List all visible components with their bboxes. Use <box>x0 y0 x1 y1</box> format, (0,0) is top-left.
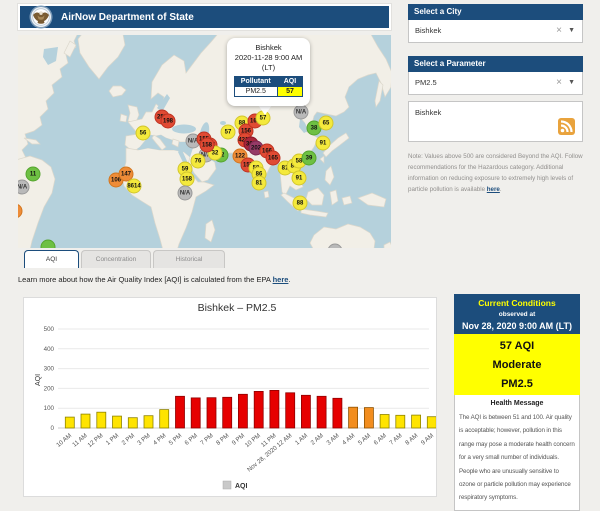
svg-text:3 AM: 3 AM <box>325 432 340 446</box>
svg-text:5 AM: 5 AM <box>357 432 372 446</box>
svg-text:500: 500 <box>44 326 55 333</box>
svg-text:0: 0 <box>51 425 55 432</box>
svg-text:8 PM: 8 PM <box>215 432 231 447</box>
svg-text:100: 100 <box>44 405 55 412</box>
svg-text:1 PM: 1 PM <box>105 432 121 447</box>
svg-text:3 PM: 3 PM <box>136 432 152 447</box>
svg-text:12 PM: 12 PM <box>86 432 104 449</box>
svg-text:6 AM: 6 AM <box>373 432 388 446</box>
svg-text:9 AM: 9 AM <box>420 432 435 446</box>
svg-text:7 AM: 7 AM <box>388 432 403 446</box>
svg-text:4 AM: 4 AM <box>341 432 356 446</box>
svg-text:6 PM: 6 PM <box>183 432 199 447</box>
svg-text:2 PM: 2 PM <box>121 432 137 447</box>
svg-text:4 PM: 4 PM <box>152 432 168 447</box>
svg-text:10 AM: 10 AM <box>55 432 73 449</box>
svg-text:AQI: AQI <box>235 483 248 490</box>
svg-text:5 PM: 5 PM <box>168 432 184 447</box>
svg-text:300: 300 <box>44 366 55 373</box>
svg-text:2 AM: 2 AM <box>310 432 325 446</box>
svg-text:Bishkek – PM2.5: Bishkek – PM2.5 <box>198 302 277 314</box>
svg-text:200: 200 <box>44 385 55 392</box>
svg-text:7 PM: 7 PM <box>199 432 215 447</box>
svg-text:8 AM: 8 AM <box>404 432 419 446</box>
svg-text:400: 400 <box>44 346 55 353</box>
svg-text:1 AM: 1 AM <box>294 432 309 446</box>
svg-text:10 PM: 10 PM <box>244 432 262 449</box>
svg-text:AQI: AQI <box>35 374 42 386</box>
svg-text:11 AM: 11 AM <box>71 432 89 448</box>
